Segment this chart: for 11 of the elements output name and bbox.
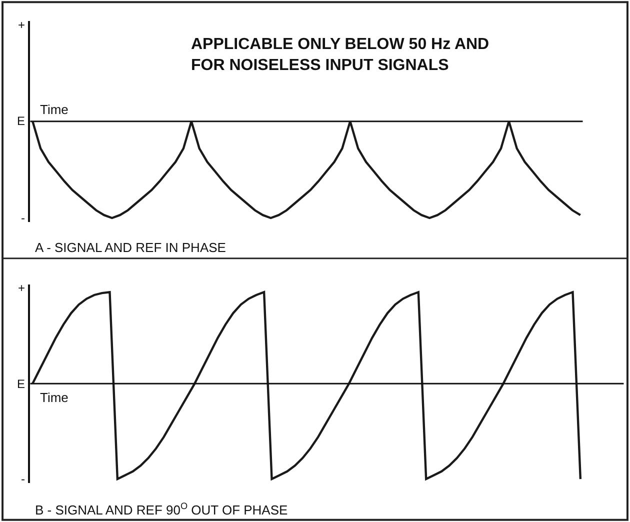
x-axis-title: Time	[40, 390, 68, 405]
text: -	[21, 472, 25, 486]
text: E	[17, 377, 26, 391]
text: A - SIGNAL AND REF IN PHASE	[35, 240, 226, 255]
chart-title: APPLICABLE ONLY BELOW 50 Hz AND FOR NOISELESS INPUT SIGNALS	[191, 36, 490, 74]
text: +	[18, 281, 26, 295]
x-axis-title: Time	[40, 102, 68, 117]
text: +	[18, 18, 26, 32]
text: E	[17, 114, 26, 128]
text: B - SIGNAL AND REF 90$^{O}$ OUT OF PHASE	[35, 501, 288, 518]
text: -	[21, 211, 25, 225]
